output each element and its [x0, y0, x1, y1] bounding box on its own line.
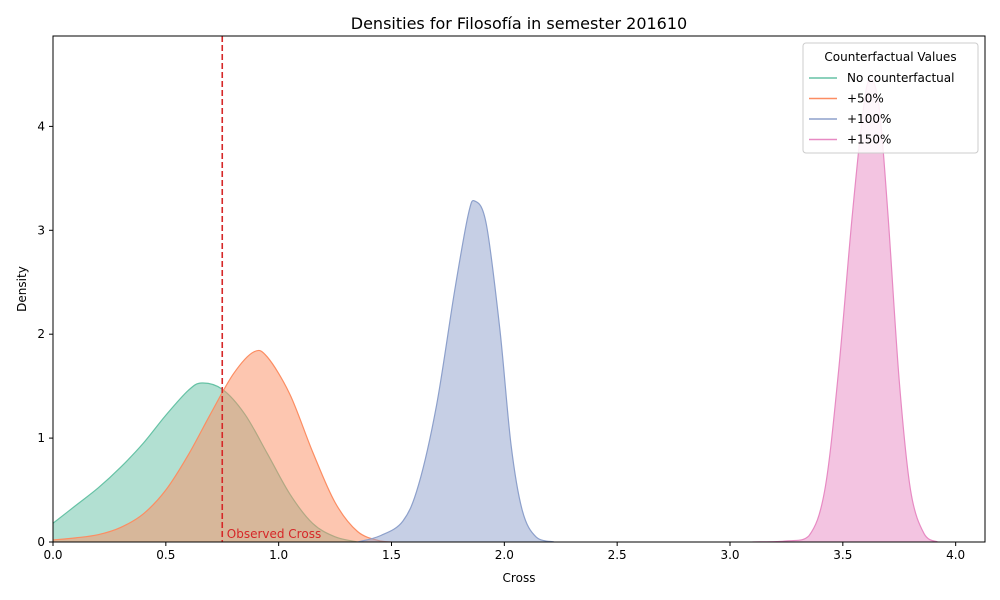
legend-title: Counterfactual Values — [824, 50, 956, 64]
density-area-2 — [357, 200, 554, 542]
y-tick-label: 1 — [37, 431, 45, 445]
legend-entry: +50% — [847, 92, 884, 106]
density-line-2 — [357, 199, 555, 542]
x-axis: 0.0 0.5 1.0 1.5 2.0 2.5 3.0 3.5 4.0 — [43, 542, 965, 562]
legend-box — [802, 42, 979, 154]
y-axis: 0 1 2 3 4 — [37, 119, 53, 549]
x-tick-label: 3.5 — [833, 548, 852, 562]
density-line-1 — [53, 349, 392, 542]
x-tick-label: 0.0 — [43, 548, 62, 562]
y-tick-label: 0 — [37, 535, 45, 549]
legend-entry: No counterfactual — [847, 71, 954, 85]
y-tick-label: 4 — [37, 119, 45, 133]
chart-title: Densities for Filosofía in semester 2016… — [351, 14, 687, 33]
x-axis-label: Cross — [503, 571, 536, 585]
x-tick-label: 4.0 — [946, 548, 965, 562]
x-tick-label: 0.5 — [156, 548, 175, 562]
x-tick-label: 2.5 — [608, 548, 627, 562]
x-tick-label: 1.0 — [269, 548, 288, 562]
observed-cross-label: Observed Cross — [227, 527, 321, 541]
plot-frame — [52, 35, 986, 543]
legend-entry: +100% — [847, 112, 891, 126]
y-tick-label: 3 — [37, 223, 45, 237]
x-tick-label: 1.5 — [382, 548, 401, 562]
legend-entry: +150% — [847, 133, 891, 147]
density-area-3 — [752, 79, 938, 542]
legend: Counterfactual Values No counterfactual +5… — [802, 42, 979, 154]
y-tick-label: 2 — [37, 327, 45, 341]
observed-cross-annotation: Observed Cross — [221, 36, 321, 542]
x-tick-label: 2.0 — [495, 548, 514, 562]
y-axis-label: Density — [15, 266, 29, 312]
x-tick-label: 3.0 — [720, 548, 739, 562]
